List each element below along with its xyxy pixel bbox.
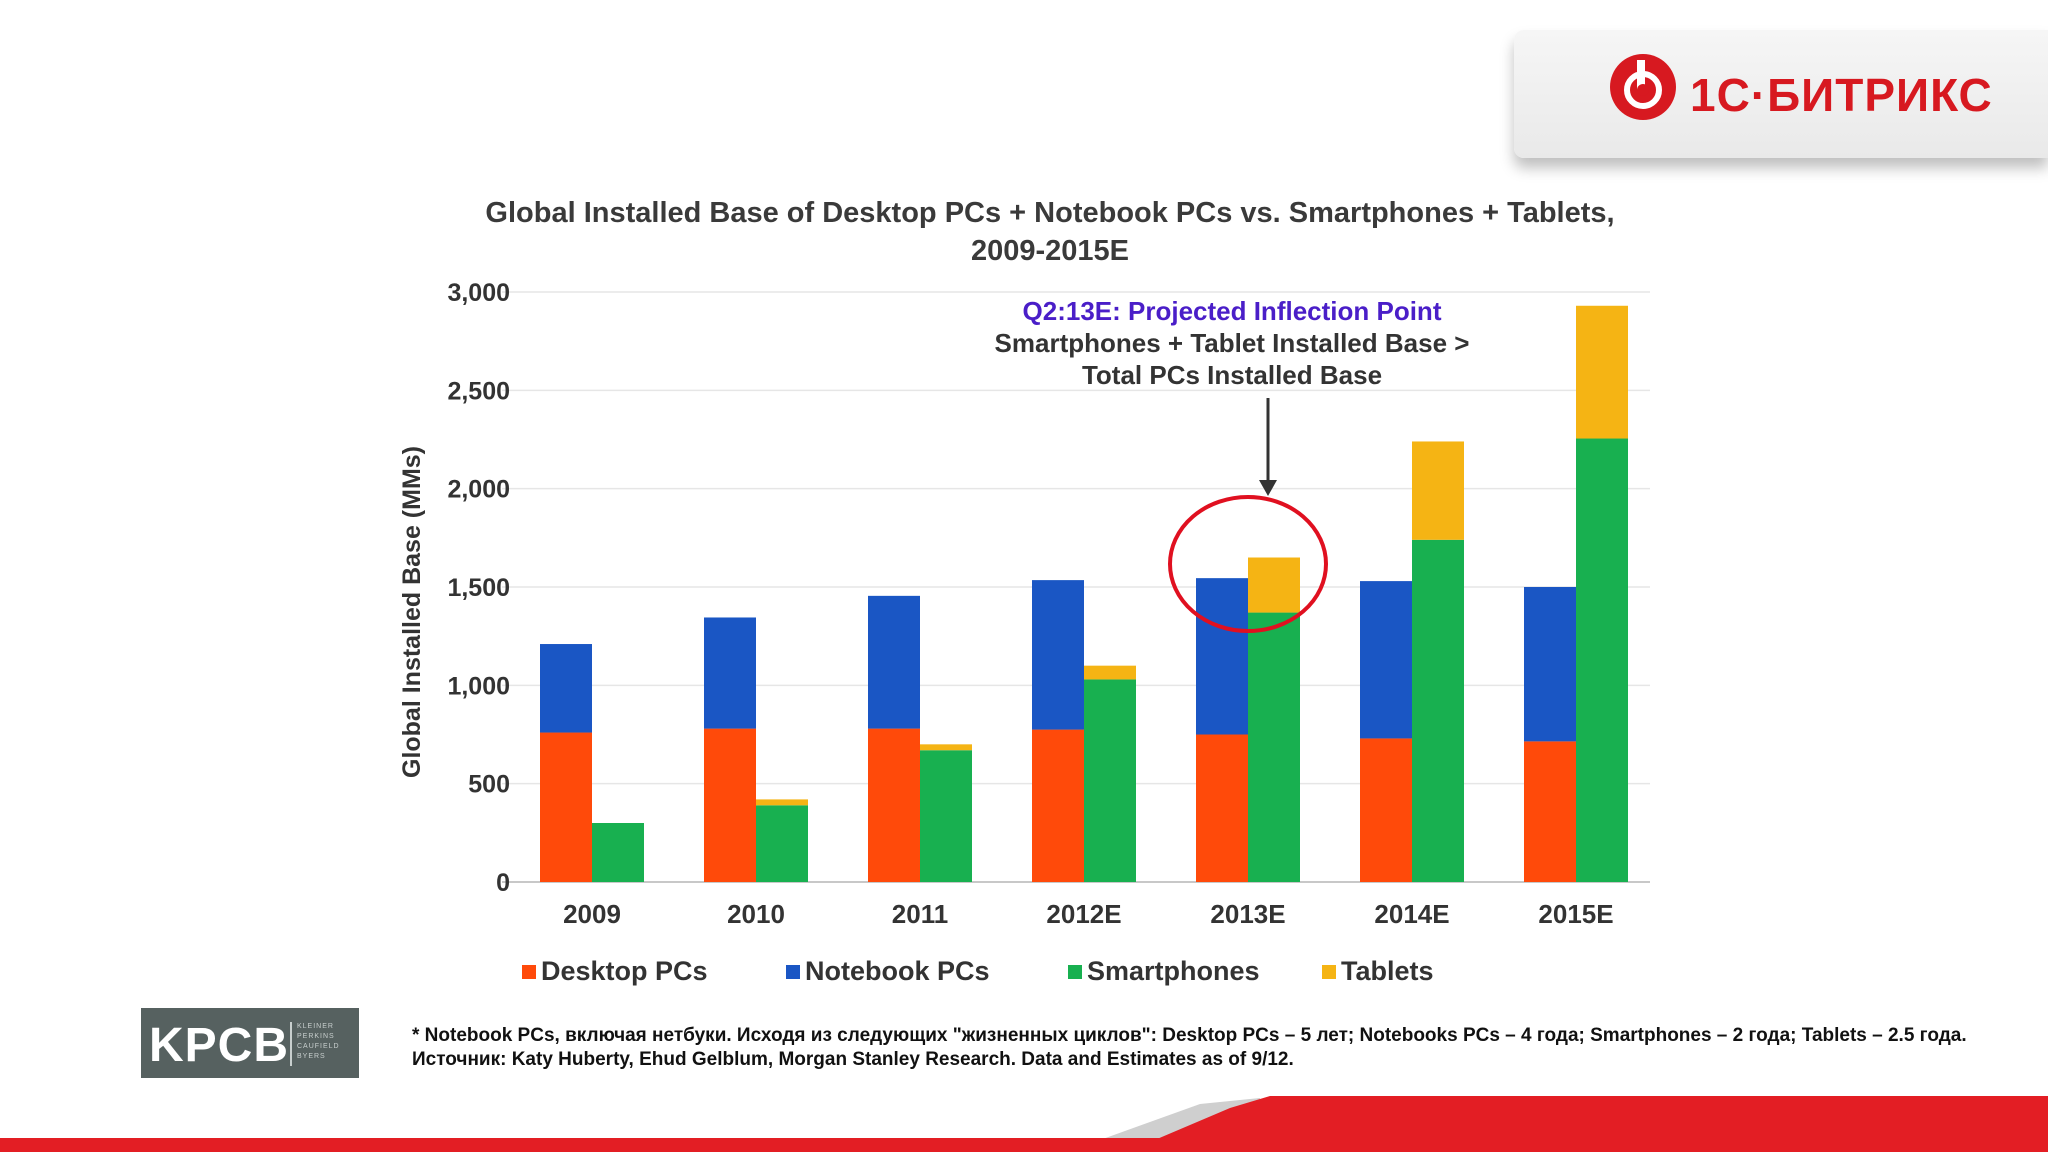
kpcb-line: CAUFIELD: [297, 1043, 340, 1050]
x-tick-label: 2012E: [1046, 899, 1121, 929]
y-tick-label: 1,500: [447, 574, 510, 602]
bar-desktop-pcs: [540, 732, 592, 882]
bar-smartphones: [1576, 438, 1628, 882]
legend-swatch: [1068, 965, 1082, 979]
inflection-point-circle: [1168, 495, 1328, 633]
legend-label: Smartphones: [1087, 956, 1260, 986]
annotation-headline: Q2:13E: Projected Inflection Point: [1023, 296, 1442, 326]
annotation-text-line: Total PCs Installed Base: [1082, 360, 1382, 390]
footnote: * Notebook PCs, включая нетбуки. Исходя …: [412, 1025, 1967, 1070]
bar-notebook-pcs: [868, 595, 920, 729]
bar-desktop-pcs: [868, 728, 920, 882]
x-tick-label: 2010: [727, 899, 785, 929]
kpcb-separator: [290, 1022, 292, 1066]
bar-desktop-pcs: [1032, 729, 1084, 882]
y-tick-label: 500: [468, 771, 510, 799]
x-tick-label: 2011: [892, 899, 948, 929]
bar-tablets: [756, 799, 808, 806]
chart-title-line: 2009-2015E: [971, 235, 1129, 267]
x-tick-label: 2013E: [1210, 899, 1285, 929]
bar-smartphones: [756, 805, 808, 882]
y-tick-label: 3,000: [447, 279, 510, 307]
bar-smartphones: [920, 750, 972, 882]
bar-tablets: [1084, 665, 1136, 680]
y-axis-label: Global Installed Base (MMs): [398, 446, 426, 778]
bar-tablets: [1412, 441, 1464, 540]
x-tick-label: 2015E: [1538, 899, 1613, 929]
bar-tablets: [1576, 305, 1628, 439]
kpcb-line: KLEINER: [297, 1023, 334, 1030]
bar-tablets: [920, 744, 972, 751]
bar-notebook-pcs: [1032, 580, 1084, 730]
legend-swatch: [786, 965, 800, 979]
y-tick-label: 2,500: [447, 377, 510, 405]
bar-notebook-pcs: [1360, 581, 1412, 739]
legend-label: Notebook PCs: [805, 956, 990, 986]
kpcb-line: BYERS: [297, 1053, 326, 1060]
bar-desktop-pcs: [1196, 734, 1248, 882]
legend-swatch: [1322, 965, 1336, 979]
x-tick-label: 2014E: [1374, 899, 1449, 929]
y-tick-label: 0: [496, 869, 510, 897]
legend-label: Tablets: [1341, 956, 1434, 986]
kpcb-line: PERKINS: [297, 1033, 335, 1040]
x-tick-label: 2009: [563, 899, 621, 929]
legend-label: Desktop PCs: [541, 956, 708, 986]
kpcb-logo: KPCB KLEINER PERKINS CAUFIELD BYERS: [141, 1008, 359, 1078]
bitrix-logo-icon: [1610, 54, 1676, 120]
bar-desktop-pcs: [1360, 738, 1412, 882]
annotation-text-line: Smartphones + Tablet Installed Base >: [995, 328, 1470, 358]
bar-smartphones: [592, 823, 644, 882]
chart-title-line: Global Installed Base of Desktop PCs + N…: [485, 197, 1614, 229]
bar-notebook-pcs: [704, 617, 756, 729]
bar-notebook-pcs: [1196, 578, 1248, 735]
kpcb-letters: KPCB: [149, 1019, 290, 1072]
bar-tablets: [1248, 557, 1300, 613]
bar-smartphones: [1084, 679, 1136, 882]
y-tick-label: 1,000: [447, 672, 510, 700]
bar-smartphones: [1248, 612, 1300, 882]
brand-name: 1С·БИТРИКС: [1690, 69, 1993, 121]
bar-smartphones: [1412, 539, 1464, 882]
bar-notebook-pcs: [1524, 587, 1576, 742]
y-tick-label: 2,000: [447, 476, 510, 504]
bar-desktop-pcs: [704, 728, 756, 882]
brand-logo-box: 1С·БИТРИКС: [1514, 30, 2048, 158]
kpcb-small-text: KLEINER PERKINS CAUFIELD BYERS: [297, 1022, 355, 1062]
bar-desktop-pcs: [1524, 741, 1576, 882]
annotation-arrow-head: [1259, 480, 1277, 496]
legend-swatch: [522, 965, 536, 979]
bar-notebook-pcs: [540, 644, 592, 733]
